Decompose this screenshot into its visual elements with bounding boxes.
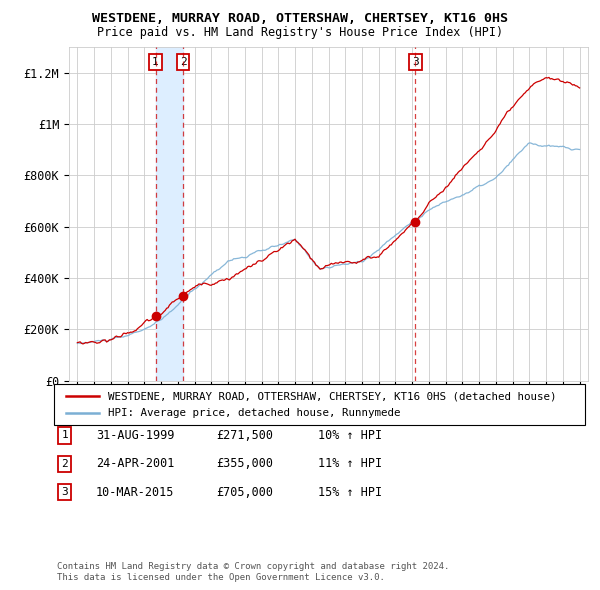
Text: £355,000: £355,000 [216,457,273,470]
Text: 2: 2 [179,57,187,67]
Text: 15% ↑ HPI: 15% ↑ HPI [318,486,382,499]
Text: 10% ↑ HPI: 10% ↑ HPI [318,429,382,442]
Text: 31-AUG-1999: 31-AUG-1999 [96,429,175,442]
Text: This data is licensed under the Open Government Licence v3.0.: This data is licensed under the Open Gov… [57,573,385,582]
Text: 2: 2 [61,459,68,468]
Text: WESTDENE, MURRAY ROAD, OTTERSHAW, CHERTSEY, KT16 0HS: WESTDENE, MURRAY ROAD, OTTERSHAW, CHERTS… [92,12,508,25]
Text: 10-MAR-2015: 10-MAR-2015 [96,486,175,499]
Text: 11% ↑ HPI: 11% ↑ HPI [318,457,382,470]
Text: £705,000: £705,000 [216,486,273,499]
Text: HPI: Average price, detached house, Runnymede: HPI: Average price, detached house, Runn… [108,408,401,418]
Text: 1: 1 [61,431,68,440]
Text: Price paid vs. HM Land Registry's House Price Index (HPI): Price paid vs. HM Land Registry's House … [97,26,503,39]
Text: 1: 1 [152,57,159,67]
Text: WESTDENE, MURRAY ROAD, OTTERSHAW, CHERTSEY, KT16 0HS (detached house): WESTDENE, MURRAY ROAD, OTTERSHAW, CHERTS… [108,391,557,401]
Text: Contains HM Land Registry data © Crown copyright and database right 2024.: Contains HM Land Registry data © Crown c… [57,562,449,571]
Text: 3: 3 [61,487,68,497]
Text: 3: 3 [412,57,419,67]
Bar [155,47,183,381]
Text: 24-APR-2001: 24-APR-2001 [96,457,175,470]
Text: £271,500: £271,500 [216,429,273,442]
